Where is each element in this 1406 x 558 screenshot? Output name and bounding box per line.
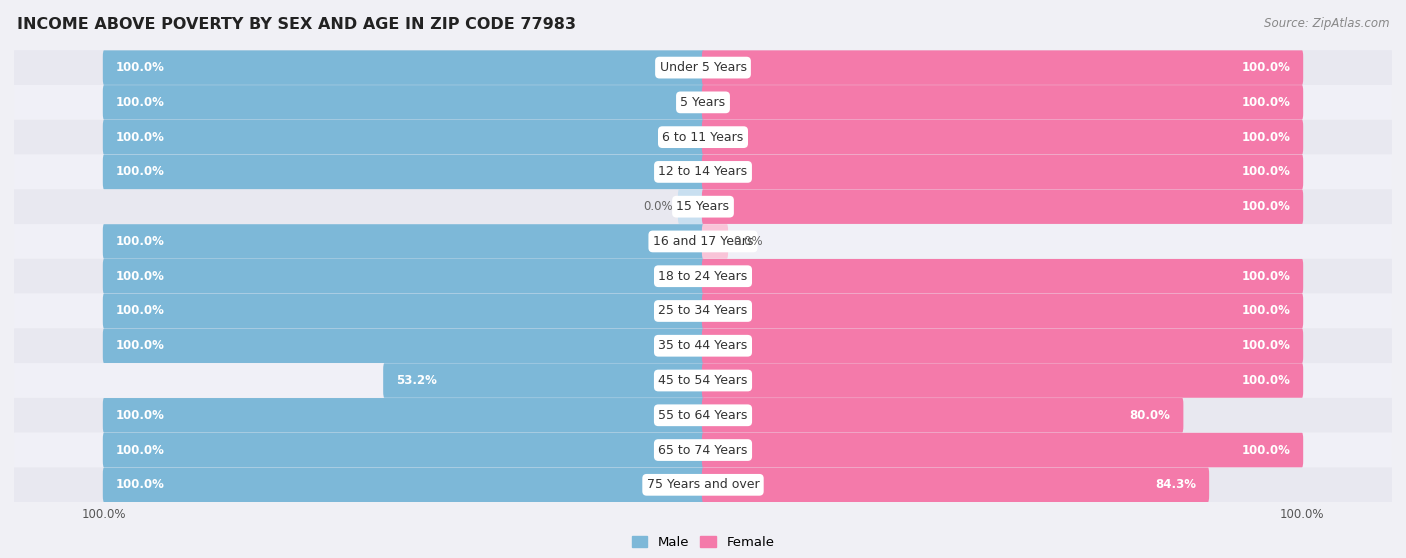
FancyBboxPatch shape <box>702 50 1303 85</box>
FancyBboxPatch shape <box>14 85 1392 120</box>
Text: 100.0%: 100.0% <box>115 235 165 248</box>
Text: 100.0%: 100.0% <box>115 131 165 143</box>
FancyBboxPatch shape <box>702 85 1303 119</box>
Text: 53.2%: 53.2% <box>396 374 437 387</box>
FancyBboxPatch shape <box>14 50 1392 85</box>
FancyBboxPatch shape <box>384 363 704 398</box>
FancyBboxPatch shape <box>103 224 704 259</box>
FancyBboxPatch shape <box>14 155 1392 189</box>
Text: 75 Years and over: 75 Years and over <box>647 478 759 491</box>
Text: 100.0%: 100.0% <box>115 61 165 74</box>
FancyBboxPatch shape <box>103 85 704 119</box>
FancyBboxPatch shape <box>14 294 1392 328</box>
Text: 100.0%: 100.0% <box>115 305 165 318</box>
Text: 65 to 74 Years: 65 to 74 Years <box>658 444 748 456</box>
FancyBboxPatch shape <box>103 398 704 432</box>
FancyBboxPatch shape <box>702 120 1303 155</box>
FancyBboxPatch shape <box>702 329 1303 363</box>
FancyBboxPatch shape <box>14 189 1392 224</box>
Text: 100.0%: 100.0% <box>115 165 165 179</box>
Text: 100.0%: 100.0% <box>1241 305 1291 318</box>
Text: 45 to 54 Years: 45 to 54 Years <box>658 374 748 387</box>
Text: 100.0%: 100.0% <box>115 478 165 491</box>
FancyBboxPatch shape <box>103 433 704 467</box>
FancyBboxPatch shape <box>103 468 704 502</box>
FancyBboxPatch shape <box>103 294 704 328</box>
FancyBboxPatch shape <box>103 120 704 155</box>
FancyBboxPatch shape <box>103 329 704 363</box>
FancyBboxPatch shape <box>702 259 1303 294</box>
Text: 100.0%: 100.0% <box>1241 444 1291 456</box>
Text: 0.0%: 0.0% <box>733 235 762 248</box>
Legend: Male, Female: Male, Female <box>626 531 780 554</box>
Text: 35 to 44 Years: 35 to 44 Years <box>658 339 748 352</box>
Text: 16 and 17 Years: 16 and 17 Years <box>652 235 754 248</box>
FancyBboxPatch shape <box>14 468 1392 502</box>
Text: 100.0%: 100.0% <box>1241 339 1291 352</box>
FancyBboxPatch shape <box>702 189 1303 224</box>
Text: 100.0%: 100.0% <box>82 508 127 521</box>
Text: Under 5 Years: Under 5 Years <box>659 61 747 74</box>
Text: 12 to 14 Years: 12 to 14 Years <box>658 165 748 179</box>
Text: 100.0%: 100.0% <box>115 444 165 456</box>
Text: 5 Years: 5 Years <box>681 96 725 109</box>
FancyBboxPatch shape <box>14 398 1392 432</box>
Text: 100.0%: 100.0% <box>115 339 165 352</box>
Text: 25 to 34 Years: 25 to 34 Years <box>658 305 748 318</box>
FancyBboxPatch shape <box>14 328 1392 363</box>
Text: 100.0%: 100.0% <box>1241 96 1291 109</box>
Text: INCOME ABOVE POVERTY BY SEX AND AGE IN ZIP CODE 77983: INCOME ABOVE POVERTY BY SEX AND AGE IN Z… <box>17 17 576 32</box>
FancyBboxPatch shape <box>702 433 1303 467</box>
Text: 100.0%: 100.0% <box>1241 374 1291 387</box>
Text: 100.0%: 100.0% <box>1241 131 1291 143</box>
Text: 55 to 64 Years: 55 to 64 Years <box>658 409 748 422</box>
Text: Source: ZipAtlas.com: Source: ZipAtlas.com <box>1264 17 1389 30</box>
FancyBboxPatch shape <box>702 155 1303 189</box>
Text: 100.0%: 100.0% <box>115 96 165 109</box>
FancyBboxPatch shape <box>702 294 1303 328</box>
FancyBboxPatch shape <box>14 259 1392 294</box>
Text: 100.0%: 100.0% <box>1241 61 1291 74</box>
Text: 18 to 24 Years: 18 to 24 Years <box>658 270 748 283</box>
FancyBboxPatch shape <box>14 363 1392 398</box>
FancyBboxPatch shape <box>678 189 704 224</box>
FancyBboxPatch shape <box>702 398 1184 432</box>
Text: 100.0%: 100.0% <box>1241 200 1291 213</box>
FancyBboxPatch shape <box>702 224 728 259</box>
Text: 0.0%: 0.0% <box>644 200 673 213</box>
Text: 15 Years: 15 Years <box>676 200 730 213</box>
Text: 100.0%: 100.0% <box>115 409 165 422</box>
FancyBboxPatch shape <box>14 224 1392 259</box>
Text: 100.0%: 100.0% <box>1241 165 1291 179</box>
FancyBboxPatch shape <box>702 468 1209 502</box>
Text: 100.0%: 100.0% <box>1241 270 1291 283</box>
FancyBboxPatch shape <box>14 432 1392 468</box>
Text: 100.0%: 100.0% <box>115 270 165 283</box>
FancyBboxPatch shape <box>14 120 1392 155</box>
FancyBboxPatch shape <box>103 259 704 294</box>
FancyBboxPatch shape <box>103 155 704 189</box>
Text: 80.0%: 80.0% <box>1129 409 1170 422</box>
FancyBboxPatch shape <box>702 363 1303 398</box>
Text: 84.3%: 84.3% <box>1156 478 1197 491</box>
FancyBboxPatch shape <box>103 50 704 85</box>
Text: 6 to 11 Years: 6 to 11 Years <box>662 131 744 143</box>
Text: 100.0%: 100.0% <box>1279 508 1324 521</box>
